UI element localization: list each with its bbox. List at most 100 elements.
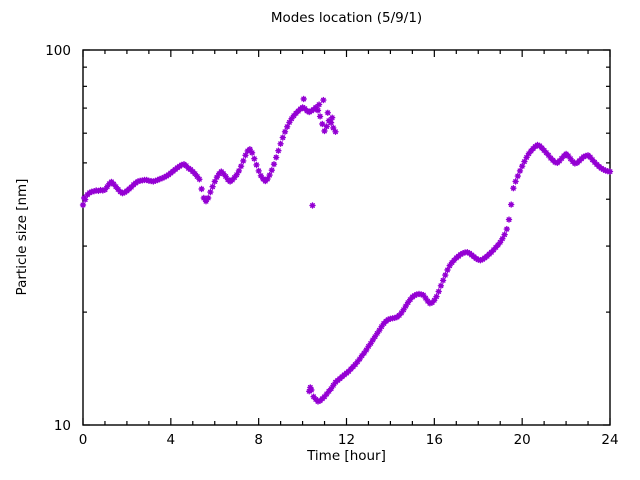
data-point xyxy=(501,231,508,238)
data-point xyxy=(332,128,339,136)
data-point xyxy=(329,114,336,121)
data-point xyxy=(587,153,594,161)
data-point xyxy=(606,168,614,175)
data-point xyxy=(477,257,484,264)
data-point xyxy=(81,196,89,203)
data-point xyxy=(420,291,427,299)
data-point xyxy=(512,178,519,185)
data-point xyxy=(448,259,456,266)
data-point xyxy=(378,323,385,330)
data-point xyxy=(457,251,464,258)
data-point xyxy=(442,271,449,279)
data-point xyxy=(391,314,398,322)
data-point xyxy=(279,134,286,141)
data-point xyxy=(303,107,311,115)
data-point xyxy=(347,365,355,373)
data-point xyxy=(281,128,289,136)
data-point xyxy=(154,176,161,184)
data-point xyxy=(365,343,372,350)
x-tick-label: 20 xyxy=(514,432,531,448)
data-point xyxy=(323,390,330,398)
data-point xyxy=(327,385,335,392)
data-point xyxy=(407,296,414,303)
data-point xyxy=(119,189,126,197)
data-point xyxy=(103,183,111,190)
data-point xyxy=(327,119,335,126)
data-point xyxy=(450,257,458,264)
data-point xyxy=(558,155,565,162)
data-point xyxy=(459,250,467,257)
plot-border xyxy=(82,49,611,426)
data-point xyxy=(314,398,322,405)
data-point xyxy=(538,144,546,152)
data-point xyxy=(363,346,370,354)
data-point xyxy=(600,166,607,173)
data-point xyxy=(589,156,596,163)
data-point xyxy=(505,216,513,223)
data-point xyxy=(310,393,317,400)
data-point xyxy=(306,108,313,116)
data-point xyxy=(213,173,221,181)
data-point xyxy=(251,155,258,162)
data-point xyxy=(182,162,190,170)
data-point xyxy=(510,184,517,192)
scatter-points-mode-trace-upper xyxy=(79,95,339,209)
data-point xyxy=(490,246,497,254)
data-point xyxy=(160,173,168,181)
x-tick-label: 8 xyxy=(254,432,263,448)
data-point xyxy=(204,194,212,202)
data-point xyxy=(246,145,254,153)
data-point xyxy=(497,239,504,246)
data-point xyxy=(545,152,552,159)
data-point xyxy=(472,255,480,262)
data-point xyxy=(242,152,249,159)
scatter-points-mode-trace-lower xyxy=(306,141,614,405)
data-point xyxy=(143,176,150,184)
data-point xyxy=(499,235,506,242)
data-point xyxy=(565,152,572,160)
data-point xyxy=(231,174,238,181)
data-point xyxy=(257,172,265,180)
data-point xyxy=(211,178,219,185)
data-point xyxy=(222,173,229,180)
data-point xyxy=(540,147,548,154)
data-point xyxy=(330,124,337,132)
data-point xyxy=(268,166,275,174)
data-point xyxy=(198,185,205,193)
data-point xyxy=(99,187,107,194)
data-point xyxy=(330,382,337,389)
data-point xyxy=(315,101,323,108)
data-point xyxy=(400,306,407,313)
data-point xyxy=(319,120,326,128)
data-point xyxy=(112,183,120,190)
data-point xyxy=(433,293,440,300)
x-tick-label: 24 xyxy=(601,432,618,448)
data-point xyxy=(110,180,117,188)
data-point xyxy=(352,361,359,368)
data-point xyxy=(534,141,541,149)
data-point xyxy=(229,176,236,184)
data-point xyxy=(248,149,256,157)
y-tick-label: 100 xyxy=(45,43,71,59)
data-point xyxy=(270,160,278,168)
data-point xyxy=(422,294,429,302)
data-point xyxy=(79,201,87,209)
data-point xyxy=(367,340,374,347)
data-point xyxy=(464,248,471,256)
data-point xyxy=(273,154,280,161)
data-point xyxy=(358,352,366,359)
data-point xyxy=(514,172,521,180)
data-point xyxy=(376,327,383,334)
data-point xyxy=(266,171,273,179)
x-tick-label: 4 xyxy=(167,432,176,448)
x-tick-label: 12 xyxy=(338,432,355,448)
data-point xyxy=(527,147,535,155)
data-point xyxy=(255,167,262,175)
data-point xyxy=(503,225,510,233)
data-point xyxy=(404,299,412,306)
chart-title: Modes location (5/9/1) xyxy=(270,10,423,26)
data-point xyxy=(321,393,328,400)
data-point xyxy=(567,155,574,162)
data-point xyxy=(200,194,208,202)
